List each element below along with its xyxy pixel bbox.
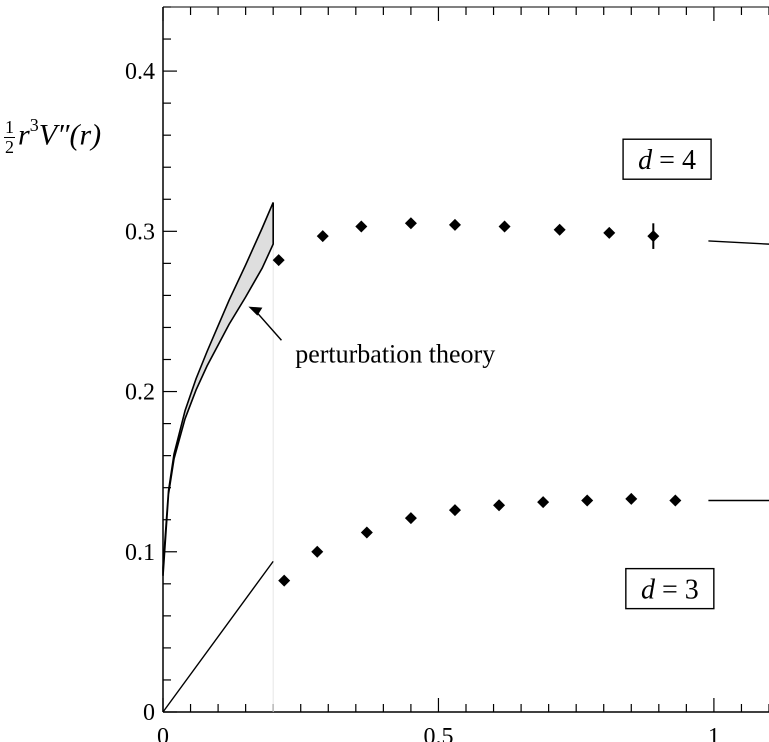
reference-line [708,240,769,245]
data-point [404,512,417,525]
arrow-head [248,306,263,316]
data-point [493,499,506,512]
data-point [498,220,511,233]
data-point [581,494,594,507]
data-point [553,223,566,236]
data-point [404,217,417,230]
data-point [278,574,291,587]
y-tick-label: 0.4 [125,59,155,85]
x-tick-label: 1 [708,724,720,742]
legend-label: d = 3 [641,575,699,606]
data-point [448,218,461,231]
data-point [272,254,285,267]
data-point [360,526,373,539]
data-point [311,545,324,558]
reference-line [162,560,274,713]
data-points [272,217,682,587]
legend-box [625,567,715,610]
data-point [537,496,550,509]
y-tick-label: 0 [143,700,155,726]
y-tick-label: 0.3 [125,219,155,245]
data-point [603,226,616,239]
axes: 0 0.1 0.2 0.3 0.4 0 0.5 1 [125,6,769,742]
perturbation-band [162,202,274,576]
data-point [355,220,368,233]
annotation-perturbation-theory: perturbation theory [295,340,495,369]
data-point [669,494,682,507]
data-point [316,230,329,243]
x-tick-label: 0.5 [423,724,453,742]
data-point [448,504,461,517]
band-area [162,202,274,576]
y-tick-label: 0.2 [125,380,155,406]
y-tick-label: 0.1 [125,540,155,566]
chart-labels: perturbation theory d = 4 d = 3 [248,138,715,610]
legend-label: d = 4 [638,145,696,176]
annotation-arrow [253,309,282,341]
data-point [625,492,638,505]
reference-lines [162,240,769,713]
legend-box [622,138,712,180]
x-tick-label: 0 [157,724,169,742]
